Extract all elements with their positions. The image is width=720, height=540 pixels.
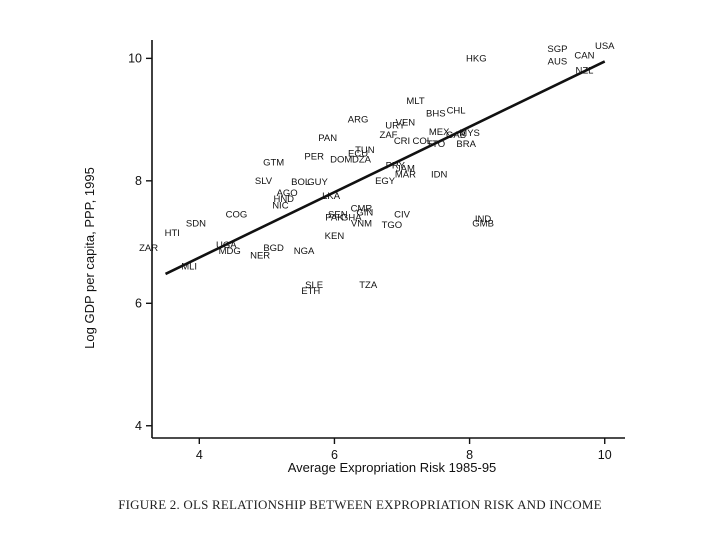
data-point-label: HTI [165,228,180,239]
data-point-label: CHL [447,105,466,116]
y-tick-label: 4 [135,419,142,433]
data-point-label: NIC [272,200,289,211]
data-point-label: ETH [301,286,320,297]
data-point-label: GAB [446,130,466,141]
y-tick-label: 6 [135,296,142,310]
data-point-label: GHA [341,213,362,224]
data-point-label: TUN [355,145,375,156]
regression-line [164,60,606,276]
data-point-label: GTM [263,157,284,168]
data-point-label: MLI [181,262,197,273]
data-point-label: PAK [325,213,344,224]
data-point-label: TGO [382,220,403,231]
x-tick-label: 8 [466,448,473,462]
data-point-label: IDN [431,170,448,181]
data-point-label: SLV [255,176,273,187]
data-point-label: PER [304,151,324,162]
data-point-label: CAN [574,50,594,61]
data-point-label: COL [413,136,433,147]
data-point-label: DOM [330,154,352,165]
data-point-label: SEN [328,210,348,221]
data-point-label: MLT [406,96,424,107]
x-tick-label: 6 [331,448,338,462]
data-point-label: BRA [456,139,476,150]
figure-caption: FIGURE 2. OLS RELATIONSHIP BETWEEN EXPRO… [118,497,602,512]
data-point-label: SDN [186,219,206,230]
data-point-label: ZAR [139,243,158,254]
data-point-label: ZAF [380,130,398,141]
data-point-label: LKA [322,191,341,202]
data-point-label: BGD [263,243,284,254]
data-point-label: SLE [305,280,323,291]
data-point-label: URY [385,121,406,132]
data-point-label: SGP [547,44,567,55]
data-point-label: MYS [459,128,480,139]
data-point-label: BOL [291,177,310,188]
data-point-label: TTO [426,139,445,150]
data-point-label: MAR [395,170,416,181]
x-tick-label: 10 [598,448,612,462]
data-point-label: COG [226,210,248,221]
data-point-label: GMB [472,219,494,230]
data-point-label: MDG [219,246,241,257]
data-point-label: USA [595,41,615,52]
data-point-label: JAM [396,164,415,175]
data-point-label: VNM [351,219,372,230]
data-point-label: UGA [216,240,237,251]
data-point-label: BHS [426,108,446,119]
data-point-label: CRI [394,136,410,147]
data-point-label: MEX [429,127,450,138]
data-point-label: KEN [325,231,345,242]
data-point-label: NGA [294,246,315,257]
data-point-label: AGO [277,188,298,199]
data-point-label: ARG [348,115,369,126]
data-point-label: ECU [348,148,368,159]
data-point-label: DZA [352,154,372,165]
data-point-label: HND [273,194,294,205]
data-point-label: TZA [359,280,378,291]
data-point-label: AUS [548,56,568,67]
data-point-label: VEN [396,118,416,129]
y-axis-label: Log GDP per capita, PPP, 1995 [82,167,97,349]
y-tick-label: 8 [135,174,142,188]
data-point-label: CIV [394,210,411,221]
data-point-label: NZL [575,66,593,77]
data-point-label: CMR [351,203,373,214]
data-point-label: GUY [307,177,328,188]
data-point-label: NER [250,251,270,262]
data-point-label: IND [475,214,492,225]
data-point-label: PRY [386,161,406,172]
data-point-label: PAN [318,133,337,144]
data-point-label: GIN [356,208,373,219]
data-point-label: HKG [466,53,487,64]
x-tick-label: 4 [196,448,203,462]
y-tick-label: 10 [128,51,142,65]
data-point-label: EGY [375,176,396,187]
x-axis-label: Average Expropriation Risk 1985-95 [288,460,497,475]
